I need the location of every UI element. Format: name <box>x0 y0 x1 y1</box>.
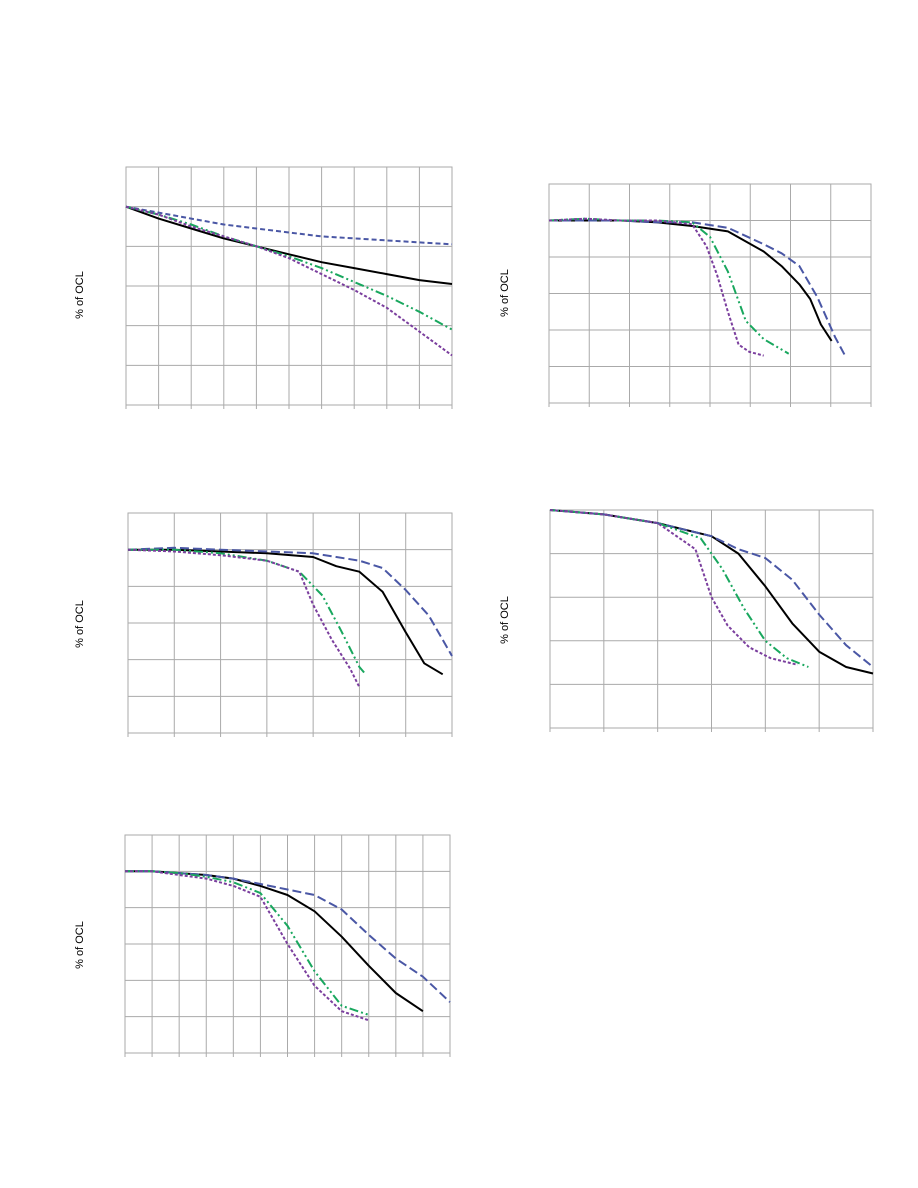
plot-area <box>548 183 872 407</box>
series-line-purple <box>548 217 764 357</box>
y-axis-label: % of OCL <box>74 921 86 969</box>
y-axis-label: % of OCL <box>499 269 511 317</box>
y-axis-label: % of OCL <box>74 271 86 319</box>
series-line-blue <box>125 870 451 1003</box>
series-line-black <box>125 870 424 1013</box>
series-line-green <box>548 217 790 355</box>
series-line-blue <box>125 205 453 246</box>
series-line-purple <box>127 548 361 688</box>
series-line-purple <box>125 870 370 1022</box>
plot-area <box>127 512 453 737</box>
y-axis-label: % of OCL <box>499 596 511 644</box>
plot-area <box>124 834 451 1057</box>
series-line-blue <box>127 546 453 657</box>
series-line-purple <box>125 205 453 357</box>
y-axis-label: % of OCL <box>74 600 86 648</box>
series-line-purple <box>549 509 798 666</box>
series-line-green <box>125 870 370 1016</box>
series-line-green <box>128 548 365 674</box>
series-line-green <box>125 205 453 331</box>
plot-area <box>549 509 874 732</box>
plot-area <box>125 166 453 409</box>
series-line-black <box>125 205 453 285</box>
series-line-black <box>128 548 444 676</box>
